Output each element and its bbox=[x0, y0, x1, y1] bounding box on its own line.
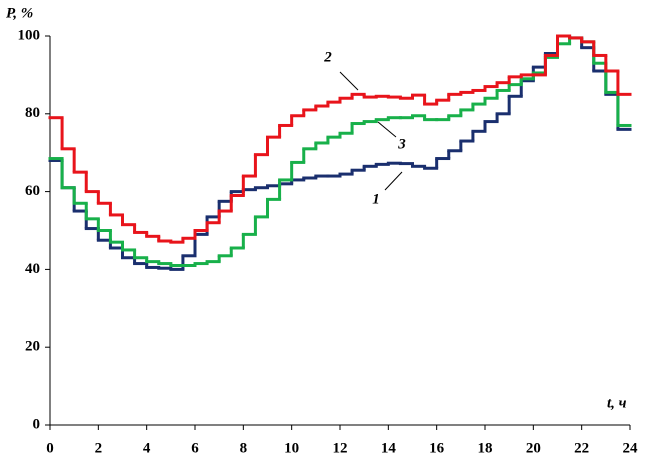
y-tick-label: 60 bbox=[25, 183, 40, 199]
x-tick-label: 4 bbox=[143, 440, 151, 456]
x-tick-label: 8 bbox=[240, 440, 248, 456]
x-tick-label: 0 bbox=[46, 440, 54, 456]
x-tick-label: 14 bbox=[381, 440, 397, 456]
leader-line bbox=[377, 121, 397, 138]
series-label: 2 bbox=[323, 49, 332, 65]
y-tick-label: 0 bbox=[33, 416, 41, 432]
x-tick-label: 16 bbox=[429, 440, 445, 456]
y-axis-label: P, % bbox=[6, 5, 33, 21]
x-tick-label: 18 bbox=[478, 440, 493, 456]
x-tick-label: 12 bbox=[333, 440, 348, 456]
x-tick-label: 2 bbox=[95, 440, 103, 456]
y-tick-label: 100 bbox=[18, 27, 41, 43]
leader-line bbox=[339, 71, 359, 91]
x-tick-label: 10 bbox=[284, 440, 299, 456]
x-axis-label: t, ч bbox=[607, 395, 627, 411]
x-tick-label: 24 bbox=[623, 440, 639, 456]
series-label: 3 bbox=[397, 136, 406, 152]
x-tick-label: 22 bbox=[574, 440, 589, 456]
y-tick-label: 40 bbox=[25, 261, 40, 277]
leader-line bbox=[384, 171, 403, 191]
x-tick-label: 6 bbox=[191, 440, 199, 456]
y-tick-label: 80 bbox=[25, 105, 40, 121]
x-tick-label: 20 bbox=[526, 440, 541, 456]
series-label: 1 bbox=[372, 191, 380, 207]
y-tick-label: 20 bbox=[25, 339, 40, 355]
